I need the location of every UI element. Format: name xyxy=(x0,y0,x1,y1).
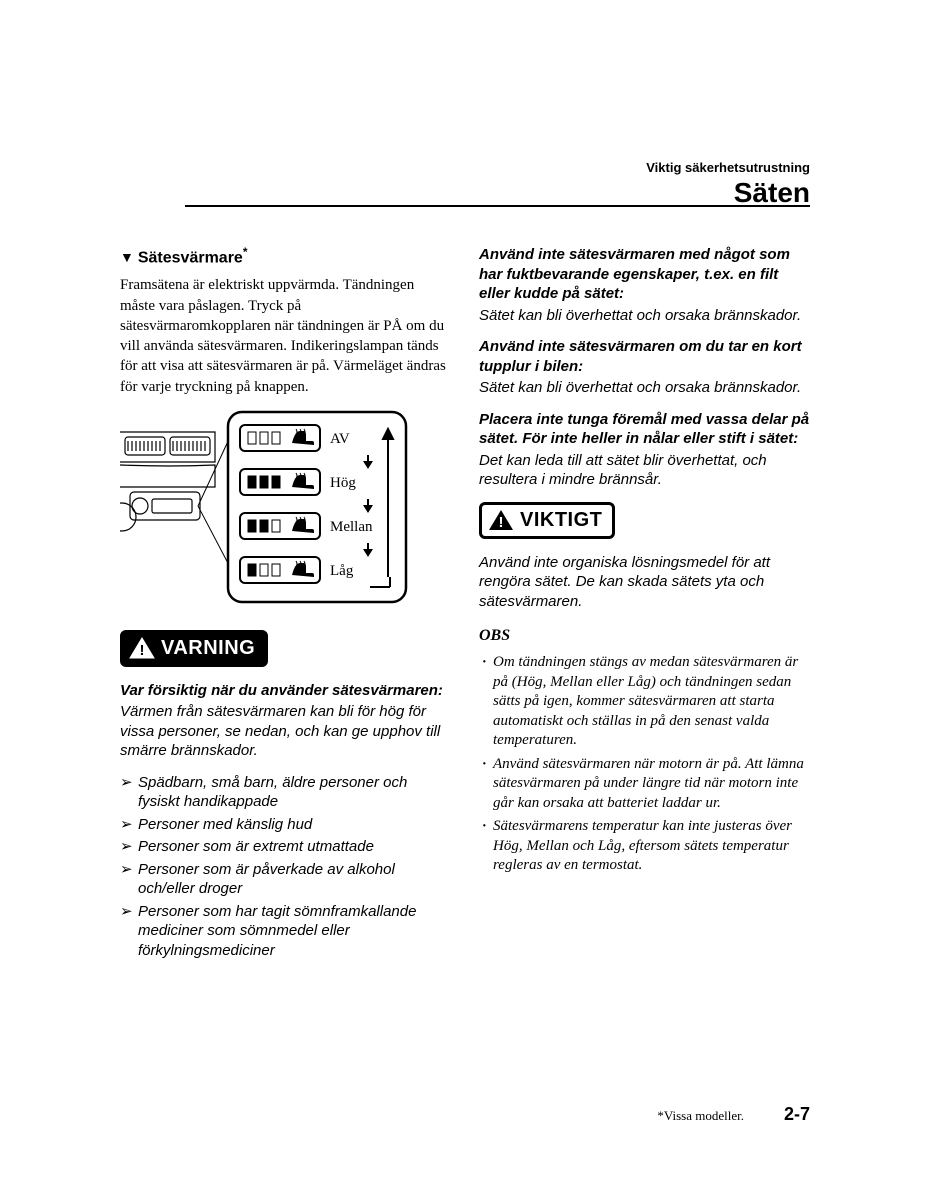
warning-list-item: Personer med känslig hud xyxy=(120,815,451,835)
warning-box: ! VARNING xyxy=(120,630,268,667)
important-body: Använd inte organiska lösningsmedel för … xyxy=(479,553,810,612)
warning-heading: Placera inte tunga föremål med vassa del… xyxy=(479,410,810,449)
obs-list: Om tändningen stängs av medan sätesvärma… xyxy=(479,653,810,876)
svg-text:!: ! xyxy=(499,514,504,531)
important-box: ! VIKTIGT xyxy=(479,502,615,539)
warning-triangle-icon: ! xyxy=(129,637,155,659)
diagram-svg: AV Hög Mellan Låg xyxy=(120,407,410,607)
right-column: Använd inte sätesvärmaren med något som … xyxy=(479,245,810,974)
warning-list-item: Personer som har tagit sömnframkallande … xyxy=(120,902,451,961)
page-header: Viktig säkerhetsutrustning Säten xyxy=(646,160,810,209)
obs-title: OBS xyxy=(479,627,810,645)
warning-list-item: Personer som är extremt utmattade xyxy=(120,837,451,857)
intro-paragraph: Framsätena är elektriskt uppvärmda. Tänd… xyxy=(120,275,451,397)
page: Viktig säkerhetsutrustning Säten ▼Sätesv… xyxy=(0,0,925,1034)
svg-text:AV: AV xyxy=(330,431,350,447)
page-footer: *Vissa modeller. 2-7 xyxy=(657,1104,810,1125)
asterisk: * xyxy=(243,245,248,259)
obs-list-item: Om tändningen stängs av medan sätesvärma… xyxy=(479,653,810,751)
warning-list-item: Personer som är påverkade av alkohol och… xyxy=(120,860,451,899)
warning-body: Värmen från sätesvärmaren kan bli för hö… xyxy=(120,702,451,761)
obs-list-item: Använd sätesvärmaren när motorn är på. A… xyxy=(479,755,810,814)
important-label: VIKTIGT xyxy=(520,509,602,532)
section-heading: ▼Sätesvärmare* xyxy=(120,245,451,267)
warning-body: Sätet kan bli överhettat och orsaka brän… xyxy=(479,378,810,398)
warning-list-item: Spädbarn, små barn, äldre personer och f… xyxy=(120,773,451,812)
section-heading-text: Sätesvärmare xyxy=(138,249,243,266)
obs-list-item: Sätesvärmarens temperatur kan inte juste… xyxy=(479,817,810,876)
section-marker: ▼ xyxy=(120,249,134,265)
content-columns: ▼Sätesvärmare* Framsätena är elektriskt … xyxy=(120,245,810,974)
footnote: *Vissa modeller. xyxy=(657,1108,744,1124)
seat-heater-diagram: AV Hög Mellan Låg xyxy=(120,407,451,612)
header-rule xyxy=(185,205,810,207)
warning-triangle-icon: ! xyxy=(488,509,514,531)
page-number: 2-7 xyxy=(784,1104,810,1125)
warning-label: VARNING xyxy=(161,637,255,660)
left-column: ▼Sätesvärmare* Framsätena är elektriskt … xyxy=(120,245,451,974)
warning-heading: Använd inte sätesvärmaren med något som … xyxy=(479,245,810,304)
svg-text:!: ! xyxy=(140,642,145,659)
warning-heading: Använd inte sätesvärmaren om du tar en k… xyxy=(479,337,810,376)
svg-text:Låg: Låg xyxy=(330,563,354,579)
warning-body: Det kan leda till att sätet blir överhet… xyxy=(479,451,810,490)
svg-text:Mellan: Mellan xyxy=(330,519,373,535)
svg-text:Hög: Hög xyxy=(330,475,356,491)
chapter-title: Viktig säkerhetsutrustning xyxy=(646,160,810,175)
warning-body: Sätet kan bli överhettat och orsaka brän… xyxy=(479,306,810,326)
warning-heading: Var försiktig när du använder sätesvärma… xyxy=(120,681,451,701)
warning-list: Spädbarn, små barn, äldre personer och f… xyxy=(120,773,451,961)
